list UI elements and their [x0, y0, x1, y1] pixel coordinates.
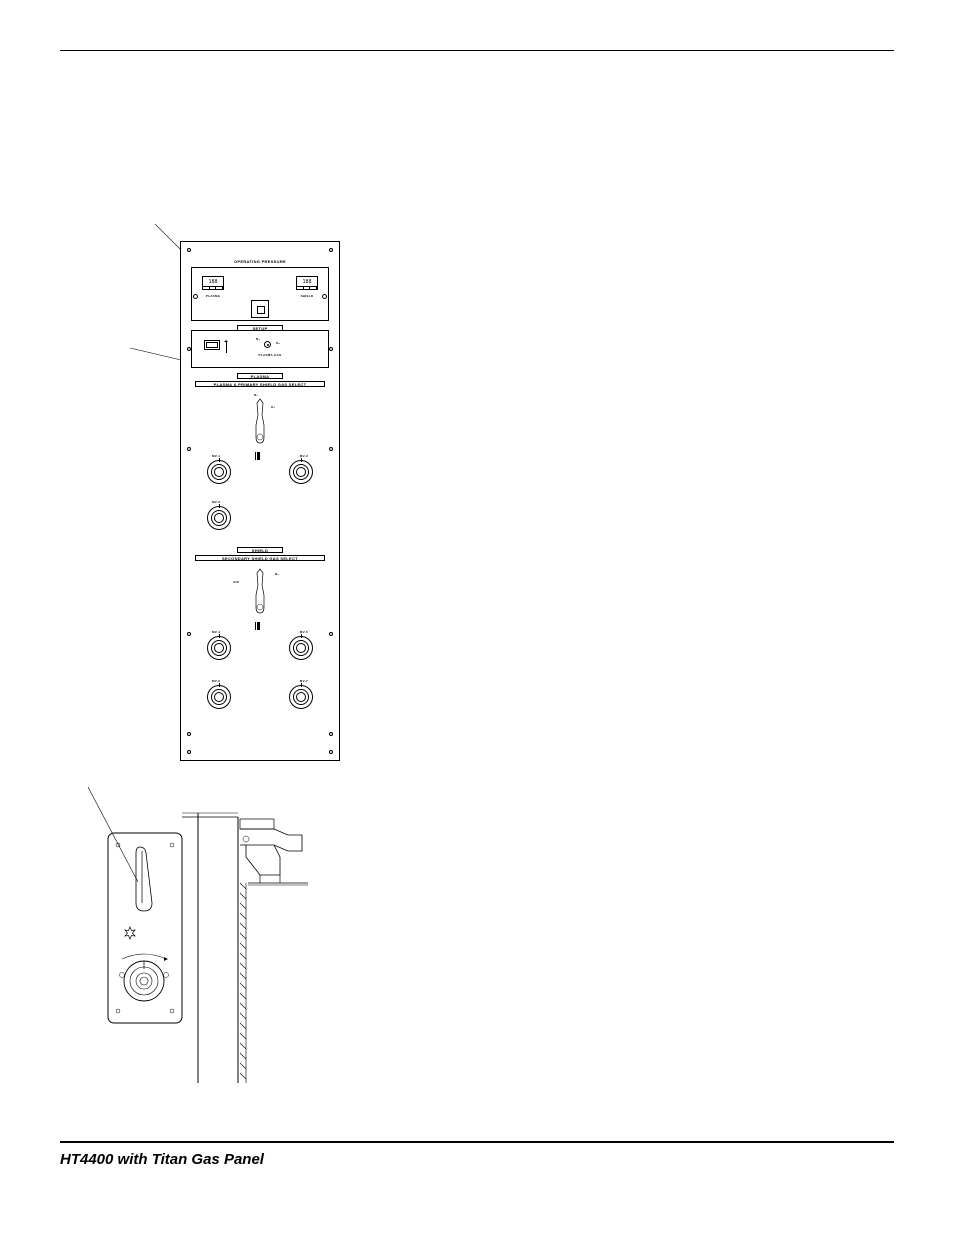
shield-grip: [255, 617, 267, 635]
shield-section-label: SHIELD: [237, 547, 283, 553]
plasma-grip: [255, 447, 267, 465]
shield-display-label: SHIELD: [290, 294, 324, 298]
o2-plasma-label: O₂: [271, 405, 275, 409]
knob-mv5: [289, 636, 313, 660]
shield-lever: [252, 567, 268, 615]
plasma-display: 188: [202, 276, 224, 290]
n2-shield-label: N₂: [275, 572, 279, 576]
gas-panel: OPERATING PRESSURE 188 PLASMA 188 SHIELD…: [180, 241, 340, 761]
center-button: [251, 300, 269, 318]
plasma-lever: [252, 397, 268, 445]
plasma-display-label: PLASMA: [196, 294, 230, 298]
footer-title: HT4400 with Titan Gas Panel: [60, 1151, 894, 1168]
knob-mv1: [207, 460, 231, 484]
plasma-gas-label: PLASMA GAS: [252, 353, 288, 357]
setup-label: SETUP: [237, 325, 283, 331]
n2-setup-label: N₂: [256, 337, 260, 341]
knob-mv4: [207, 636, 231, 660]
o2-setup-label: O₂: [276, 341, 280, 345]
shield-display: 188: [296, 276, 318, 290]
setup-box: N₂ O₂ PLASMA GAS: [191, 330, 329, 368]
knob-mv6: [207, 685, 231, 709]
air-shield-label: AIR: [233, 580, 239, 584]
shield-select-label: SECONDARY SHIELD GAS SELECT: [195, 555, 325, 561]
knob-mv7: [289, 685, 313, 709]
plasma-select-label: PLASMA & PRIMARY SHIELD GAS SELECT: [195, 381, 325, 387]
knob-mv3: [207, 506, 231, 530]
machine-drawing: [88, 803, 348, 1088]
operating-pressure-label: OPERATING PRESSURE: [207, 259, 313, 265]
plasma-section-label: PLASMA: [237, 373, 283, 379]
knob-mv2: [289, 460, 313, 484]
